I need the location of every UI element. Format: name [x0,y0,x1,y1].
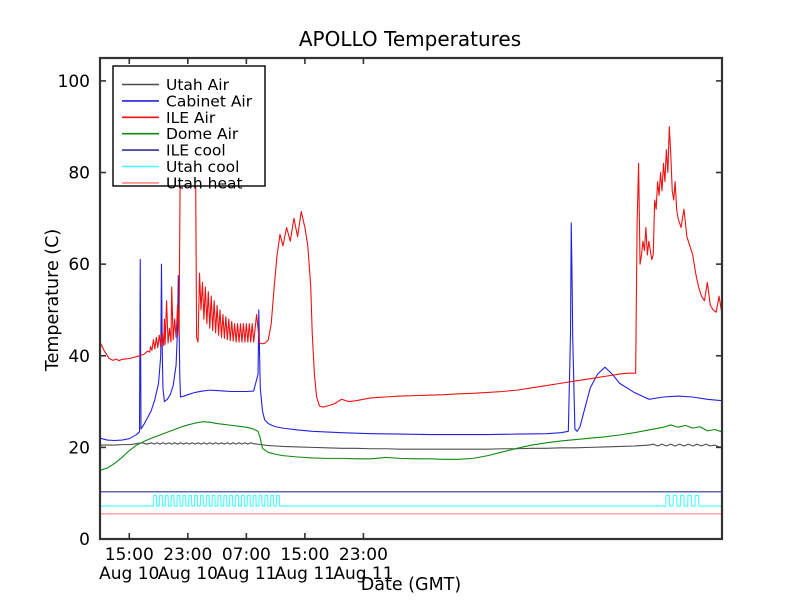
series-line-dome-air [99,421,723,471]
y-tick-label: 40 [68,347,90,367]
x-tick-label-date: Aug 10 [158,564,218,584]
x-tick-label-date: Aug 11 [275,564,335,584]
legend-label-ile-air: ILE Air [166,109,216,127]
y-axis-ticks: 0 20 40 60 80 100 [58,72,722,550]
legend-label-utah-cool: Utah cool [166,158,239,176]
y-tick-label: 0 [79,530,90,550]
legend-label-utah-heat: Utah heat [166,174,243,192]
plot-frame [98,56,724,541]
legend-label-utah-air: Utah Air [166,76,230,94]
y-axis-title: Temperature (C) [43,229,63,372]
y-tick-label: 60 [68,255,90,275]
series-group [99,80,723,515]
x-tick-label-time: 23:00 [163,545,212,565]
x-tick-label-time: 07:00 [222,545,271,565]
series-line-cabinet-air [99,222,723,442]
x-tick-label-time: 15:00 [280,545,329,565]
legend-label-dome-air: Dome Air [166,125,239,143]
y-tick-label: 80 [68,164,90,184]
x-axis-title: Date (GMT) [361,575,461,595]
x-tick-label-date: Aug 10 [99,564,159,584]
series-line-utah-cool [99,494,723,507]
y-tick-label: 100 [58,72,90,92]
y-tick-label: 20 [68,438,90,458]
x-tick-label-time: 15:00 [105,545,154,565]
series-line-ile-air [99,80,723,408]
x-tick-label-date: Aug 11 [333,564,393,584]
legend-label-cabinet-air: Cabinet Air [166,92,253,110]
x-tick-label-date: Aug 11 [216,564,276,584]
series-line-utah-air [99,442,723,450]
legend-label-ile-cool: ILE cool [166,142,226,160]
chart-title: APOLLO Temperatures [299,27,521,51]
x-tick-label-time: 23:00 [339,545,388,565]
